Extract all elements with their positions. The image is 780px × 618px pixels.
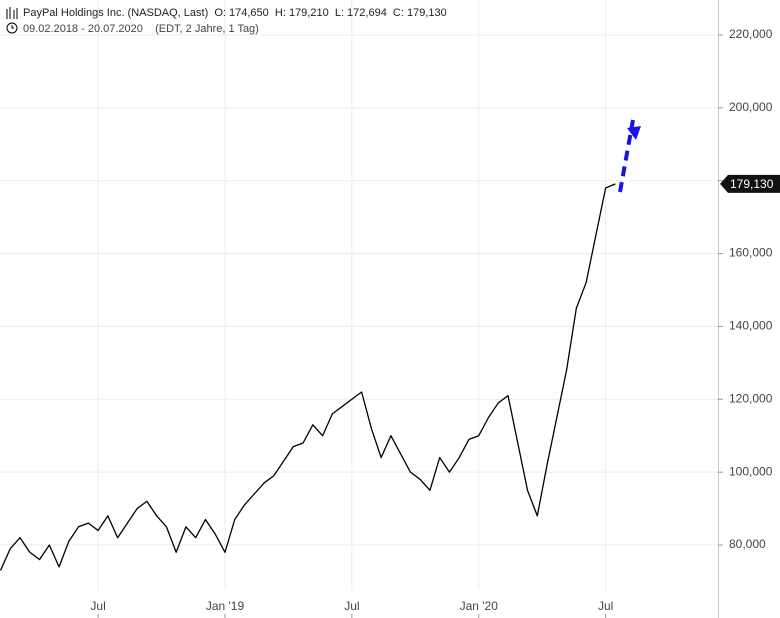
x-tick-label: Jul [90,599,105,613]
x-tick-label: Jan '19 [206,599,245,613]
x-tick-label: Jan '20 [460,599,499,613]
chart-subtitle: 09.02.2018 - 20.07.2020 (EDT, 2 Jahre, 1… [23,23,259,35]
x-tick-label: Jul [598,599,613,613]
current-value-label: 179,130 [730,177,774,191]
price-line [0,183,616,571]
header-icon [6,7,18,34]
forecast-arrow [618,119,641,193]
y-tick-label: 120,000 [729,391,773,405]
y-tick-label: 100,000 [729,464,773,478]
chart-title: PayPal Holdings Inc. (NASDAQ, Last) O: 1… [23,7,447,19]
y-tick-label: 80,000 [729,537,766,551]
y-tick-label: 160,000 [729,246,773,260]
current-value-tag [720,174,780,193]
y-tick-label: 140,000 [729,319,773,333]
plot-layer [0,0,718,590]
x-tick-label: Jul [344,599,359,613]
y-tick-label: 200,000 [729,100,773,114]
y-tick-label: 220,000 [729,27,773,41]
